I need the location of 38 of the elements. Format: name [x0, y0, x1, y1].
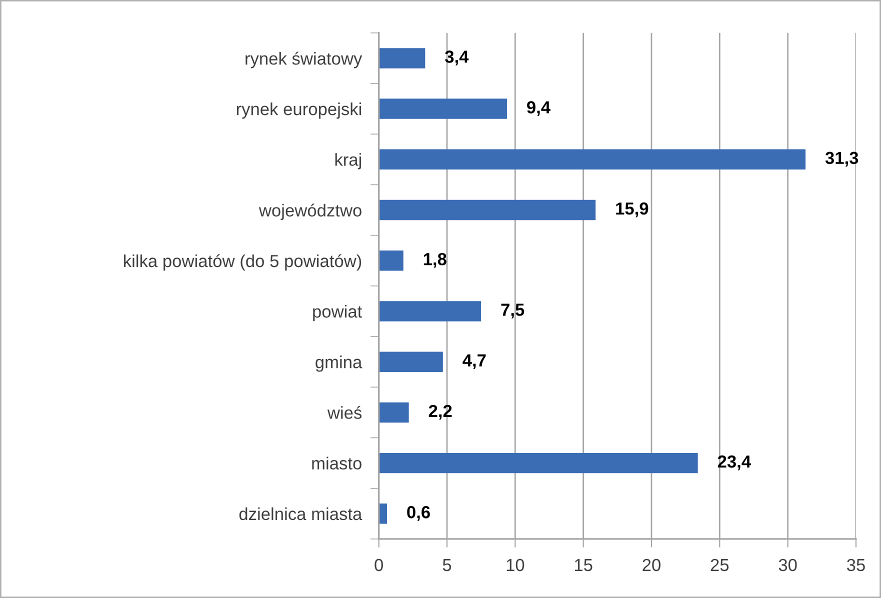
x-tick-label: 35 — [846, 558, 865, 572]
bar — [378, 352, 443, 372]
y-tick-label: województwo — [258, 204, 362, 220]
data-label: 0,6 — [407, 506, 430, 521]
bar — [378, 504, 388, 524]
bar — [378, 200, 596, 220]
y-tick-label: kraj — [335, 153, 361, 170]
x-tick-label: 15 — [574, 559, 592, 572]
y-tick-label: kilka powiatów (do 5 powiatów) — [124, 254, 362, 271]
y-tick-label: dzielnica miasta — [239, 507, 362, 520]
data-label: 23,4 — [718, 455, 751, 470]
x-tick-label: 25 — [710, 558, 729, 572]
data-label: 2,2 — [428, 404, 452, 420]
bar — [378, 301, 482, 322]
data-label: 9,4 — [527, 101, 550, 116]
data-label: 15,9 — [616, 202, 648, 218]
data-label: 7,5 — [501, 304, 524, 318]
y-tick-label: gmina — [316, 356, 362, 372]
bar — [378, 402, 409, 423]
bar — [378, 48, 426, 68]
x-tick-label: 30 — [778, 558, 797, 572]
y-tick-label: miasto — [312, 456, 362, 470]
x-tick-label: 20 — [642, 558, 660, 572]
x-tick-label: 0 — [374, 558, 383, 572]
data-label: 1,8 — [424, 252, 446, 268]
y-tick-label: wieś — [327, 406, 362, 419]
bar — [378, 149, 806, 170]
bar — [378, 250, 404, 271]
data-label: 4,7 — [462, 354, 486, 370]
y-tick-label: powiat — [313, 304, 362, 322]
y-tick-label: rynek europejski — [236, 102, 362, 119]
y-tick-label: rynek światowy — [246, 52, 362, 68]
x-tick-label: 5 — [442, 559, 452, 572]
bar — [378, 98, 507, 119]
data-label: 3,4 — [445, 50, 469, 66]
x-tick-label: 10 — [506, 558, 524, 572]
data-label: 31,3 — [825, 152, 858, 167]
bar — [378, 452, 698, 474]
